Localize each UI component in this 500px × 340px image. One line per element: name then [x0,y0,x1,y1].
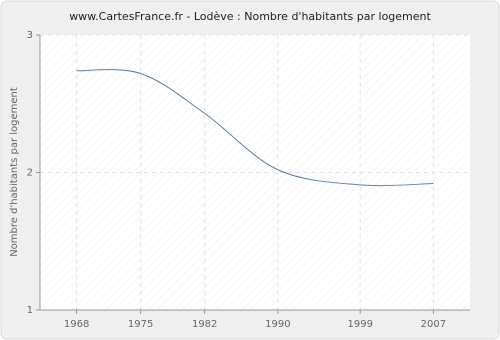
y-axis-label: Nombre d'habitants par logement [9,87,20,257]
x-tick-label: 2007 [421,319,446,330]
y-tick-label: 3 [27,30,33,41]
x-tick-label: 1990 [265,319,290,330]
data-line [76,69,434,187]
y-tick-label: 1 [27,305,33,316]
plot-hatch [40,35,470,310]
y-tick-label: 2 [27,168,33,179]
x-tick-label: 1975 [128,319,153,330]
x-tick-label: 1982 [192,319,217,330]
x-tick-label: 1999 [347,319,372,330]
x-tick-label: 1968 [64,319,89,330]
chart-title: www.CartesFrance.fr - Lodève : Nombre d'… [69,10,431,23]
